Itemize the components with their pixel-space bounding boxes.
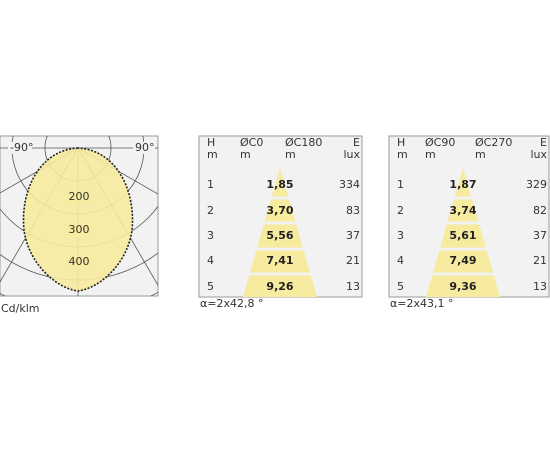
diameter-cell: 3,70 bbox=[266, 204, 293, 217]
diameter-cell: 1,87 bbox=[449, 178, 476, 191]
table-header: lux bbox=[343, 148, 360, 161]
diameter-cell: 3,74 bbox=[449, 204, 476, 217]
ring-label: 400 bbox=[69, 255, 90, 268]
illuminance-cell: 334 bbox=[339, 178, 360, 191]
illuminance-cell: 21 bbox=[533, 254, 547, 267]
table-header: m bbox=[425, 148, 436, 161]
table-header: m bbox=[475, 148, 486, 161]
light-distribution-curve bbox=[22, 147, 134, 292]
diameter-cell: 9,36 bbox=[449, 280, 476, 293]
illuminance-cell: 21 bbox=[346, 254, 360, 267]
diameter-cell: 7,49 bbox=[449, 254, 476, 267]
diameter-cell: 5,61 bbox=[449, 229, 476, 242]
beam-angle: α=2x42,8 ° bbox=[200, 297, 263, 310]
table-header: E bbox=[540, 136, 547, 149]
ring-label: 300 bbox=[69, 223, 90, 236]
table-header: m bbox=[397, 148, 408, 161]
table-header: m bbox=[207, 148, 218, 161]
table-header: ØC180 bbox=[285, 136, 322, 149]
illuminance-cell: 13 bbox=[346, 280, 360, 293]
illuminance-cell: 37 bbox=[533, 229, 547, 242]
illuminance-cell: 82 bbox=[533, 204, 547, 217]
table-header: m bbox=[285, 148, 296, 161]
diameter-cell: 9,26 bbox=[266, 280, 293, 293]
label-bg bbox=[67, 224, 91, 236]
height-cell: 4 bbox=[207, 254, 214, 267]
angle-label: 90° bbox=[135, 141, 155, 154]
label-bg bbox=[133, 142, 155, 154]
table-header: ØC0 bbox=[240, 136, 263, 149]
table-header: H bbox=[207, 136, 215, 149]
label-bg bbox=[67, 191, 91, 203]
table-header: ØC270 bbox=[475, 136, 512, 149]
illuminance-cell: 13 bbox=[533, 280, 547, 293]
height-cell: 3 bbox=[397, 229, 404, 242]
table-header: m bbox=[240, 148, 251, 161]
label-bg bbox=[67, 256, 91, 268]
label-bg bbox=[8, 142, 32, 154]
diameter-cell: 1,85 bbox=[266, 178, 293, 191]
illuminance-cell: 329 bbox=[526, 178, 547, 191]
beam-cone bbox=[243, 168, 317, 297]
height-cell: 1 bbox=[207, 178, 214, 191]
beam-angle: α=2x43,1 ° bbox=[390, 297, 453, 310]
diameter-cell: 5,56 bbox=[266, 229, 293, 242]
unit-label: Cd/klm bbox=[1, 302, 40, 315]
beam-cone bbox=[426, 168, 500, 297]
height-cell: 5 bbox=[397, 280, 404, 293]
angle-label: -90° bbox=[10, 141, 33, 154]
table-header: ØC90 bbox=[425, 136, 455, 149]
table-header: E bbox=[353, 136, 360, 149]
height-cell: 2 bbox=[397, 204, 404, 217]
diameter-cell: 7,41 bbox=[266, 254, 293, 267]
height-cell: 4 bbox=[397, 254, 404, 267]
table-header: H bbox=[397, 136, 405, 149]
height-cell: 2 bbox=[207, 204, 214, 217]
ring-label: 200 bbox=[69, 190, 90, 203]
illuminance-cell: 83 bbox=[346, 204, 360, 217]
height-cell: 1 bbox=[397, 178, 404, 191]
height-cell: 5 bbox=[207, 280, 214, 293]
illuminance-cell: 37 bbox=[346, 229, 360, 242]
height-cell: 3 bbox=[207, 229, 214, 242]
table-header: lux bbox=[530, 148, 547, 161]
